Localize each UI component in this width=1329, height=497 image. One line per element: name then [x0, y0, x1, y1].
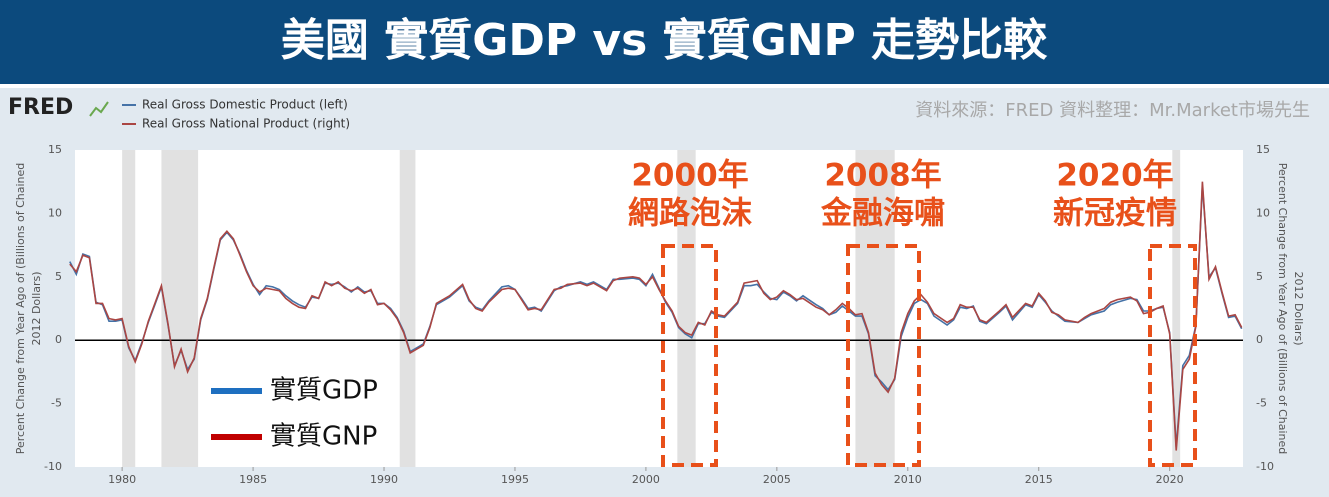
logo-icon [89, 101, 109, 117]
series-line [69, 181, 1243, 451]
annotation: 網路泡沫 [628, 196, 752, 232]
highlight-box [846, 244, 921, 467]
recession-band [855, 150, 895, 467]
y-axis-label: Percent Change from Year Ago of (Billion… [14, 163, 27, 454]
annotation: 2008年 [824, 158, 941, 194]
annotation: 2000年 [631, 158, 748, 194]
y-tick-label: 0 [55, 333, 62, 346]
legend-label-large: 實質GDP [270, 376, 378, 406]
x-tick-label: 1985 [239, 473, 267, 486]
recession-band [161, 150, 199, 467]
legend-label: Real Gross National Product (right) [142, 117, 350, 131]
x-tick-label: 1980 [108, 473, 136, 486]
y-axis-label: 2012 Dollars) [30, 271, 43, 345]
logo: FRED [8, 95, 73, 120]
x-tick-label: 1995 [501, 473, 529, 486]
annotation: 2020年 [1056, 158, 1173, 194]
annotation: 新冠疫情 [1053, 196, 1177, 232]
legend-label: Real Gross Domestic Product (left) [142, 98, 348, 112]
y2-tick-label: 15 [1256, 143, 1270, 156]
y-tick-label: -10 [44, 460, 62, 473]
x-tick-label: 2020 [1156, 473, 1184, 486]
x-tick-label: 2005 [763, 473, 791, 486]
recession-band [122, 150, 136, 467]
y-tick-label: -5 [51, 397, 62, 410]
y2-tick-label: -5 [1256, 397, 1267, 410]
y2-axis-label: Percent Change from Year Ago of (Billion… [1276, 163, 1289, 454]
y2-tick-label: 0 [1256, 333, 1263, 346]
y2-tick-label: -10 [1256, 460, 1274, 473]
recession-band [1172, 150, 1181, 467]
legend-label-large: 實質GNP [270, 422, 377, 452]
title: 美國 實質GDP vs 實質GNP 走勢比較 [281, 15, 1048, 66]
y2-tick-label: 5 [1256, 270, 1263, 283]
recession-band [677, 150, 696, 467]
y-tick-label: 5 [55, 270, 62, 283]
highlight-box [661, 244, 718, 467]
x-tick-label: 2010 [894, 473, 922, 486]
title-banner [0, 0, 1329, 84]
x-tick-label: 1990 [370, 473, 398, 486]
y-tick-label: 10 [48, 206, 62, 219]
y-tick-label: 15 [48, 143, 62, 156]
x-tick-label: 2015 [1025, 473, 1053, 486]
plot-area [75, 150, 1243, 467]
recession-band [399, 150, 416, 467]
y2-tick-label: 10 [1256, 206, 1270, 219]
highlight-box [1148, 244, 1197, 467]
annotation: 金融海嘯 [820, 196, 945, 232]
x-tick-label: 2000 [632, 473, 660, 486]
y2-axis-label: 2012 Dollars) [1292, 271, 1305, 345]
source: 資料來源：FRED 資料整理：Mr.Market市場先生 [915, 100, 1310, 121]
